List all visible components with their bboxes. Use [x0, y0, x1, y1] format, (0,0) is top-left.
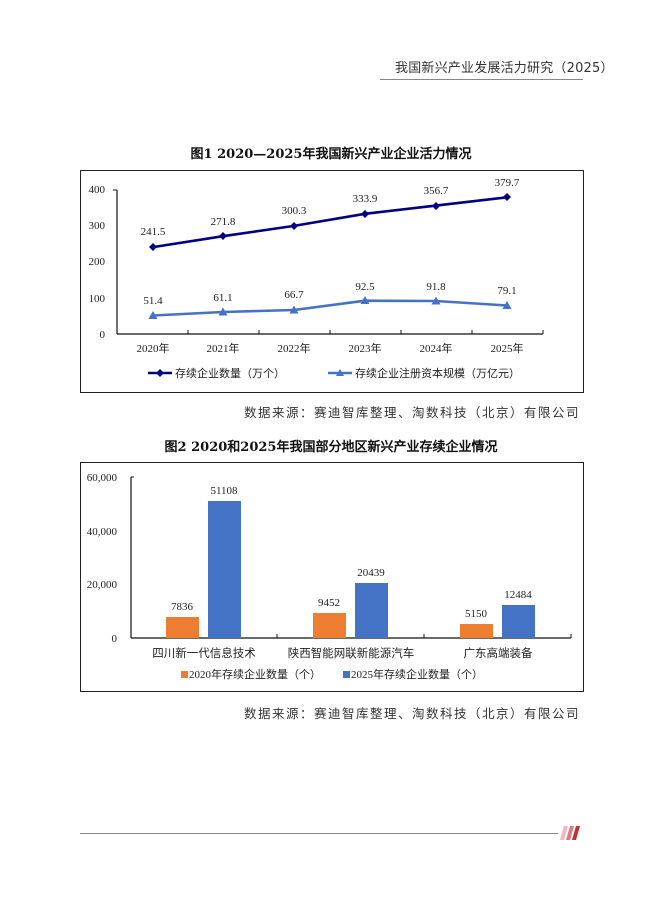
- x-tick: 陕西智能网联新能源汽车: [288, 646, 415, 660]
- figure2-legend: 2020年存续企业数量（个） 2025年存续企业数量（个）: [181, 667, 483, 681]
- bar: [502, 605, 535, 638]
- figure2-chart: 0 20,000 40,000 60,000 7836 9452 5150 51…: [80, 462, 584, 692]
- legend-label: 2020年存续企业数量（个）: [189, 667, 321, 681]
- x-tick-labels: 2020年 2021年 2022年 2023年 2024年 2025年: [137, 341, 524, 355]
- x-tick: 四川新一代信息技术: [152, 646, 256, 660]
- data-label: 51108: [210, 485, 238, 497]
- header-divider: [380, 79, 583, 80]
- series-registered-capital-line: [152, 299, 508, 317]
- bar: [208, 501, 241, 638]
- footer-divider: [80, 833, 558, 834]
- figure2-source: 数据来源：赛迪智库整理、淘数科技（北京）有限公司: [243, 706, 580, 721]
- legend-label: 2025年存续企业数量（个）: [351, 667, 483, 681]
- bar-data-labels: 7836 9452 5150 51108 20439 12484: [171, 485, 532, 620]
- data-label: 92.5: [355, 281, 375, 293]
- y-tick: 0: [112, 633, 118, 645]
- page-header-title: 我国新兴产业发展活力研究（2025）: [395, 61, 614, 76]
- data-label: 79.1: [497, 285, 516, 297]
- figure2-title: 图2 2020和2025年我国部分地区新兴产业存续企业情况: [164, 440, 498, 455]
- figure1-chart: 0 100 200 300 400 2020年 2021年 2022年 2023…: [80, 170, 584, 393]
- triangle-icon: [336, 369, 344, 376]
- legend-label: 存续企业数量（万个）: [175, 366, 285, 380]
- x-tick: 2025年: [491, 341, 524, 355]
- y-tick: 60,000: [87, 472, 118, 484]
- x-tick: 广东高端装备: [464, 646, 533, 660]
- y-tick: 20,000: [87, 579, 118, 591]
- y-tick-labels: 0 100 200 300 400: [89, 184, 106, 341]
- diamond-icon: [156, 369, 164, 377]
- triangle-markers: [148, 296, 512, 319]
- y-tick: 300: [89, 220, 106, 232]
- y-tick: 100: [89, 293, 106, 305]
- data-label: 7836: [171, 601, 194, 613]
- x-tick-labels: 四川新一代信息技术 陕西智能网联新能源汽车 广东高端装备: [152, 646, 533, 660]
- data-label: 333.9: [353, 193, 378, 205]
- x-tick: 2022年: [278, 341, 311, 355]
- figure1-title: 图1 2020—2025年我国新兴产业企业活力情况: [190, 147, 472, 162]
- series2-data-labels: 51.4 61.1 66.7 92.5 91.8 79.1: [143, 281, 516, 307]
- figure1-source: 数据来源：赛迪智库整理、淘数科技（北京）有限公司: [243, 405, 580, 420]
- y-tick: 40,000: [87, 526, 118, 538]
- series1-data-labels: 241.5 271.8 300.3 333.9 356.7 379.7: [141, 177, 520, 238]
- data-label: 356.7: [424, 185, 449, 197]
- bar: [460, 624, 493, 638]
- data-label: 91.8: [426, 281, 446, 293]
- data-label: 271.8: [211, 216, 236, 228]
- orange-square-icon: [181, 671, 188, 678]
- data-label: 379.7: [495, 177, 520, 189]
- data-label: 12484: [504, 589, 532, 601]
- data-label: 9452: [318, 597, 340, 609]
- bar: [355, 583, 388, 638]
- figure2-bar-chart: 0 20,000 40,000 60,000 7836 9452 5150 51…: [87, 472, 572, 681]
- data-label: 66.7: [284, 289, 304, 301]
- data-label: 61.1: [213, 292, 232, 304]
- y-tick-labels: 0 20,000 40,000 60,000: [87, 472, 118, 645]
- y-tick: 200: [89, 256, 106, 268]
- data-label: 5150: [465, 608, 488, 620]
- x-tick: 2021年: [207, 341, 240, 355]
- x-tick: 2020年: [137, 341, 170, 355]
- bar: [166, 617, 199, 638]
- x-tick: 2023年: [349, 341, 382, 355]
- data-label: 20439: [357, 567, 385, 579]
- legend-label: 存续企业注册资本规模（万亿元）: [355, 366, 520, 380]
- y-tick: 0: [100, 329, 106, 341]
- data-label: 241.5: [141, 226, 166, 238]
- figure1-legend: 存续企业数量（万个） 存续企业注册资本规模（万亿元）: [148, 366, 520, 380]
- series-enterprise-count-line: [152, 196, 508, 249]
- bars-2020: [166, 613, 493, 638]
- bar: [313, 613, 346, 638]
- x-tick: 2024年: [420, 341, 453, 355]
- diamond-markers: [149, 193, 511, 251]
- blue-square-icon: [343, 671, 350, 678]
- y-tick: 400: [89, 184, 106, 196]
- bars-2025: [208, 501, 535, 638]
- data-label: 51.4: [143, 295, 163, 307]
- data-label: 300.3: [282, 205, 307, 217]
- brand-slash-logo-icon: [560, 826, 584, 845]
- figure1-line-chart: 0 100 200 300 400 2020年 2021年 2022年 2023…: [89, 177, 544, 380]
